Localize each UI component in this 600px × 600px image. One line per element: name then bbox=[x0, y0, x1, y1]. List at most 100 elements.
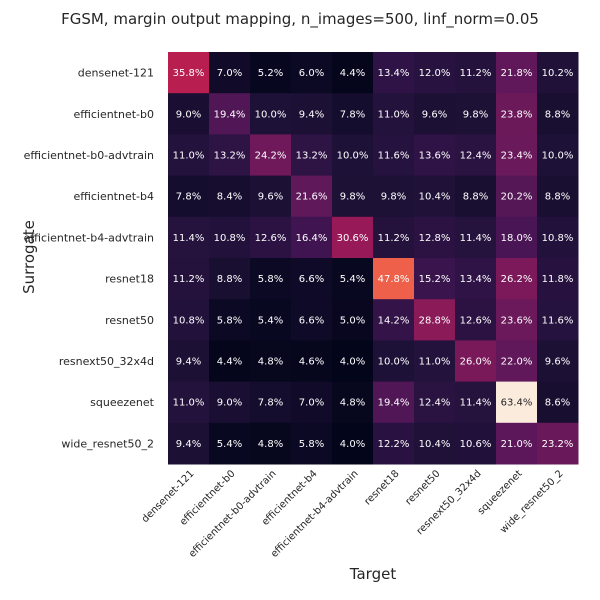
heatmap-cell-label: 4.8% bbox=[258, 357, 283, 368]
heatmap-cell bbox=[209, 216, 251, 259]
heatmap-cell bbox=[250, 381, 292, 424]
heatmap-cell-label: 24.2% bbox=[255, 151, 287, 162]
heatmap-cell bbox=[414, 175, 456, 218]
heatmap-cell-label: 10.4% bbox=[419, 439, 451, 450]
heatmap-cell-label: 21.0% bbox=[501, 439, 533, 450]
heatmap-cell bbox=[496, 340, 538, 383]
heatmap-cell bbox=[455, 52, 497, 94]
heatmap-cell bbox=[250, 134, 292, 177]
y-tick-label: resnet18 bbox=[105, 273, 154, 286]
heatmap-cell-label: 11.4% bbox=[460, 398, 492, 409]
heatmap-cell-label: 12.6% bbox=[460, 315, 492, 326]
heatmap-cell bbox=[414, 422, 456, 465]
heatmap-cell bbox=[291, 340, 333, 383]
heatmap-cell-labels: 35.8% 7.0% 5.2% 6.0% 4.4% 13.4% 12.0% 11.2% 21.8… bbox=[173, 68, 574, 450]
heatmap-cell-label: 8.8% bbox=[545, 109, 570, 120]
heatmap-cell-label: 9.0% bbox=[217, 398, 242, 409]
heatmap-cell bbox=[332, 422, 374, 465]
heatmap-cell-label: 6.6% bbox=[299, 274, 324, 285]
heatmap-cell-label: 9.8% bbox=[381, 192, 406, 203]
heatmap-cell bbox=[168, 258, 210, 300]
heatmap-cell-label: 11.0% bbox=[173, 398, 205, 409]
heatmap-cell-label: 4.4% bbox=[217, 357, 242, 368]
heatmap-cell bbox=[537, 422, 579, 465]
heatmap-cell bbox=[291, 422, 333, 465]
y-axis-ticks: densenet-121 efficientnet-b0 efficientnet-… bbox=[24, 67, 155, 451]
heatmap-cell bbox=[250, 340, 292, 383]
heatmap-cell bbox=[168, 381, 210, 424]
heatmap-cell bbox=[291, 299, 333, 341]
heatmap-cell bbox=[455, 422, 497, 465]
heatmap-cell-label: 4.8% bbox=[340, 398, 365, 409]
heatmap-cell bbox=[291, 381, 333, 424]
heatmap-cell bbox=[291, 134, 333, 177]
heatmap-cell-label: 8.6% bbox=[545, 398, 570, 409]
heatmap-cell bbox=[209, 134, 251, 177]
heatmap-cell bbox=[209, 381, 251, 424]
heatmap-cell-label: 5.4% bbox=[340, 274, 365, 285]
heatmap-cell bbox=[496, 93, 538, 135]
heatmap-cell bbox=[332, 134, 374, 177]
heatmap-cell-label: 8.8% bbox=[463, 192, 488, 203]
heatmap-cell-label: 10.0% bbox=[337, 151, 369, 162]
heatmap-cell bbox=[496, 299, 538, 341]
heatmap-cell-label: 20.2% bbox=[501, 192, 533, 203]
heatmap-cell bbox=[373, 175, 415, 218]
heatmap-cell-label: 14.2% bbox=[378, 315, 410, 326]
heatmap-cell-label: 5.4% bbox=[258, 315, 283, 326]
heatmap-cell-label: 9.4% bbox=[176, 357, 201, 368]
heatmap-cell-label: 11.0% bbox=[419, 357, 451, 368]
x-tick-label: efficientnet-b4-advtrain bbox=[269, 468, 361, 560]
heatmap-cell-label: 11.4% bbox=[173, 233, 205, 244]
heatmap-cell bbox=[537, 93, 579, 135]
heatmap-cell bbox=[455, 299, 497, 341]
heatmap-cell bbox=[250, 299, 292, 341]
heatmap-cell-label: 11.0% bbox=[173, 151, 205, 162]
heatmap-cell-label: 19.4% bbox=[214, 109, 246, 120]
heatmap-cell-label: 8.8% bbox=[217, 274, 242, 285]
heatmap-cell-label: 11.2% bbox=[378, 233, 410, 244]
heatmap-cell-label: 9.6% bbox=[545, 357, 570, 368]
heatmap-cell bbox=[332, 299, 374, 341]
x-tick-label: resnet50 bbox=[403, 468, 442, 507]
heatmap-cell bbox=[414, 134, 456, 177]
heatmap-cell-label: 8.4% bbox=[217, 192, 242, 203]
heatmap-cell bbox=[168, 52, 210, 94]
heatmap-cell bbox=[373, 258, 415, 300]
heatmap-cell-label: 5.8% bbox=[258, 274, 283, 285]
heatmap-cell bbox=[291, 93, 333, 135]
x-axis-label: Target bbox=[349, 565, 397, 583]
heatmap-cell-label: 5.8% bbox=[299, 439, 324, 450]
heatmap-cell-label: 4.0% bbox=[340, 357, 365, 368]
heatmap-cell bbox=[414, 93, 456, 135]
heatmap-cell-label: 7.0% bbox=[217, 68, 242, 79]
y-axis-label: Surrogate bbox=[20, 220, 38, 294]
heatmap-cell bbox=[496, 381, 538, 424]
heatmap-cell-label: 10.0% bbox=[378, 357, 410, 368]
heatmap-cell bbox=[537, 134, 579, 177]
y-tick-label: efficientnet-b4 bbox=[73, 190, 154, 203]
y-tick-label: wide_resnet50_2 bbox=[61, 437, 154, 450]
heatmap-cell bbox=[168, 93, 210, 135]
heatmap-cell-label: 12.8% bbox=[419, 233, 451, 244]
heatmap-cell bbox=[537, 299, 579, 341]
heatmap-cells bbox=[168, 52, 579, 465]
heatmap-cell bbox=[373, 422, 415, 465]
heatmap-cell bbox=[250, 258, 292, 300]
heatmap-cell bbox=[168, 216, 210, 259]
heatmap-cell bbox=[455, 134, 497, 177]
heatmap-cell-label: 21.8% bbox=[501, 68, 533, 79]
heatmap-cell-label: 10.0% bbox=[255, 109, 287, 120]
heatmap-cell bbox=[209, 340, 251, 383]
heatmap-cell-label: 10.6% bbox=[460, 439, 492, 450]
heatmap-cell bbox=[537, 216, 579, 259]
heatmap-cell bbox=[250, 175, 292, 218]
heatmap-cell-label: 9.0% bbox=[176, 109, 201, 120]
heatmap-cell-label: 28.8% bbox=[419, 315, 451, 326]
heatmap-cell-label: 16.4% bbox=[296, 233, 328, 244]
heatmap-cell-label: 11.8% bbox=[542, 274, 574, 285]
heatmap-cell-label: 63.4% bbox=[501, 398, 533, 409]
heatmap-cell-label: 11.4% bbox=[460, 233, 492, 244]
